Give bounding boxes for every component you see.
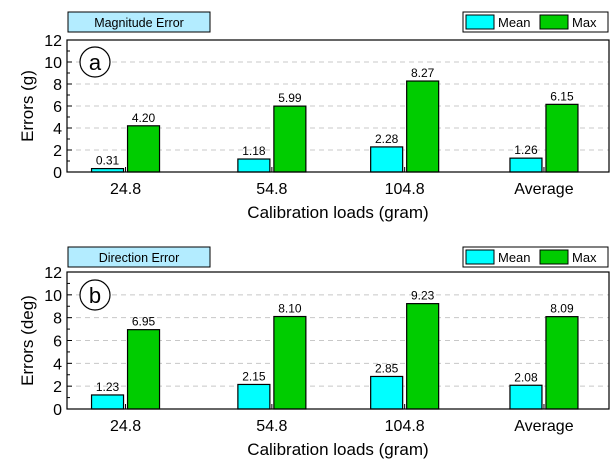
y-axis-label: Errors (deg)	[18, 295, 37, 386]
bar-mean	[92, 395, 124, 409]
x-tick-label: 54.8	[256, 418, 287, 435]
data-label-mean: 2.08	[514, 370, 538, 384]
bar-max	[274, 106, 306, 172]
x-tick-label: 24.8	[110, 418, 141, 435]
legend-label-mean: Mean	[498, 15, 531, 30]
chart-panel-a: 0 2 4 6 8 10 12 0.31 4.20 24.8 1.18 5.99 54.8 2.28 8.2…	[18, 12, 609, 222]
y-tick-label: 0	[53, 165, 62, 182]
data-label-max: 8.10	[278, 302, 302, 316]
legend-swatch-max	[540, 250, 568, 264]
data-label-mean: 0.31	[96, 154, 120, 168]
y-tick-label: 0	[53, 402, 62, 419]
bar-max	[546, 104, 578, 172]
bar-max	[128, 330, 160, 409]
x-tick-label: 104.8	[385, 181, 425, 198]
data-label-mean: 2.28	[375, 132, 399, 146]
bar-max	[407, 81, 439, 172]
legend-swatch-max	[540, 15, 568, 29]
bar-mean	[510, 385, 542, 409]
y-tick-label: 12	[44, 33, 62, 50]
x-axis-label: Calibration loads (gram)	[247, 203, 428, 222]
data-label-max: 8.09	[550, 302, 574, 316]
legend-swatch-mean	[466, 250, 494, 264]
y-tick-label: 6	[53, 334, 62, 351]
data-label-max: 8.27	[411, 66, 435, 80]
data-label-max: 4.20	[132, 111, 156, 125]
data-label-mean: 1.26	[514, 143, 538, 157]
bar-max	[546, 317, 578, 409]
panel-label: a	[89, 50, 102, 75]
y-tick-label: 2	[53, 379, 62, 396]
x-axis-label: Calibration loads (gram)	[247, 440, 428, 459]
x-tick-label: Average	[514, 418, 573, 435]
x-tick-label: 24.8	[110, 181, 141, 198]
y-tick-label: 4	[53, 121, 62, 138]
chart-panel-b: 0 2 4 6 8 10 12 1.23 6.95 24.8 2.15 8.10 54.8 2.85 9.2…	[18, 247, 609, 459]
bar-max	[407, 304, 439, 409]
panel-label: b	[89, 283, 101, 308]
y-tick-label: 10	[44, 55, 62, 72]
data-label-max: 9.23	[411, 289, 435, 303]
bar-mean	[510, 158, 542, 172]
bar-max	[128, 126, 160, 172]
data-label-mean: 2.85	[375, 361, 399, 375]
bar-mean	[238, 159, 270, 172]
bar-mean	[238, 384, 270, 409]
data-label-max: 6.95	[132, 315, 156, 329]
legend-label-max: Max	[572, 250, 597, 265]
data-label-mean: 1.18	[242, 144, 266, 158]
y-tick-label: 4	[53, 356, 62, 373]
y-tick-label: 2	[53, 143, 62, 160]
bar-mean	[371, 376, 403, 409]
x-tick-label: Average	[514, 181, 573, 198]
chart-title: Magnitude Error	[94, 16, 184, 30]
legend-swatch-mean	[466, 15, 494, 29]
y-tick-label: 12	[44, 265, 62, 282]
data-label-mean: 2.15	[242, 369, 266, 383]
legend-label-mean: Mean	[498, 250, 531, 265]
bar-max	[274, 317, 306, 409]
x-tick-label: 104.8	[385, 418, 425, 435]
y-axis-label: Errors (g)	[18, 70, 37, 142]
data-label-max: 6.15	[550, 89, 574, 103]
bar-mean	[371, 147, 403, 172]
x-tick-label: 54.8	[256, 181, 287, 198]
y-tick-label: 6	[53, 99, 62, 116]
y-tick-label: 10	[44, 288, 62, 305]
y-tick-label: 8	[53, 77, 62, 94]
chart-title: Direction Error	[99, 251, 180, 265]
data-label-max: 5.99	[278, 91, 302, 105]
legend-label-max: Max	[572, 15, 597, 30]
data-label-mean: 1.23	[96, 380, 120, 394]
y-tick-label: 8	[53, 311, 62, 328]
